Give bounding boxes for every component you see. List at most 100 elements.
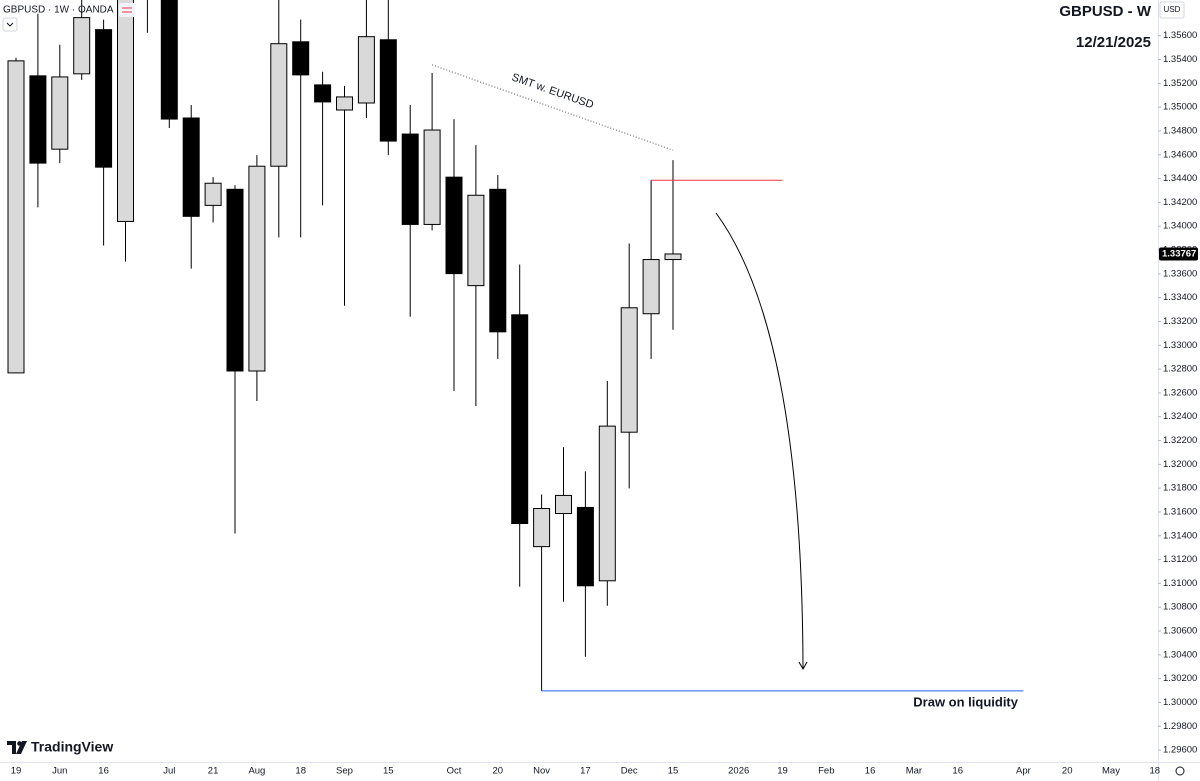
header-icons (2, 3, 135, 32)
candle-body (555, 494, 572, 515)
y-tick-label: 1.30000 (1163, 697, 1197, 708)
y-tick-label: 1.33600 (1163, 268, 1197, 279)
y-tick-label: 1.31000 (1163, 578, 1197, 589)
smt-line (431, 64, 674, 151)
settings-icon[interactable] (1175, 766, 1185, 776)
x-tick-label: 16 (98, 766, 109, 777)
x-tick-label: 18 (1150, 766, 1161, 777)
candle-body (642, 259, 660, 315)
candle-body (467, 194, 485, 287)
x-tick-label: 15 (383, 766, 394, 777)
candle-body (270, 43, 288, 167)
candle-body (336, 96, 353, 111)
y-tick-label: 1.34800 (1163, 125, 1197, 136)
x-tick-label: May (1102, 766, 1120, 777)
currency-box[interactable] (1159, 1, 1185, 19)
x-tick-label: 18 (295, 766, 306, 777)
chart-subtitle: 12/21/2025 (1076, 34, 1151, 51)
x-tick-label: 21 (208, 766, 219, 777)
x-tick-label: 2026 (728, 766, 749, 777)
y-tick-label: 1.32800 (1163, 364, 1197, 375)
candle-body (292, 41, 310, 76)
x-tick-label: 20 (1062, 766, 1073, 777)
x-tick-label: 19 (777, 766, 788, 777)
price-label-box (1159, 247, 1198, 261)
x-tick-label: 16 (952, 766, 963, 777)
projection-arrowhead (798, 661, 808, 671)
y-tick-label: 1.31600 (1163, 506, 1197, 517)
x-tick-label: Jul (163, 766, 175, 777)
y-tick-label: 1.32000 (1163, 459, 1197, 470)
x-tick-label: 17 (580, 766, 591, 777)
x-tick-label: Sep (336, 766, 353, 777)
brand: TradingView (31, 739, 113, 755)
candle-body (29, 75, 47, 164)
y-tick-label: 1.31800 (1163, 483, 1197, 494)
candle-body (226, 188, 244, 372)
candle-body (664, 253, 682, 261)
candle-body (248, 165, 266, 372)
x-tick-label: Dec (621, 766, 638, 777)
liquidity-annotation: Draw on liquidity (913, 694, 1018, 709)
y-tick-label: 1.30600 (1163, 626, 1197, 637)
y-tick-label: 1.34600 (1163, 149, 1197, 160)
y-tick-label: 1.34200 (1163, 197, 1197, 208)
candle-body (533, 508, 551, 548)
x-tick-label: 15 (668, 766, 679, 777)
candle-body (160, 0, 178, 120)
y-tick-label: 1.35600 (1163, 30, 1197, 41)
y-tick-label: 1.32600 (1163, 387, 1197, 398)
candle-body (117, 0, 134, 222)
y-tick-label: 1.33400 (1163, 292, 1197, 303)
candle-body (95, 29, 113, 168)
y-tick-label: 1.34400 (1163, 173, 1197, 184)
candle-body (511, 314, 529, 525)
y-tick-label: 1.34000 (1163, 221, 1197, 232)
candle-body (204, 182, 222, 206)
brand-logo (7, 741, 27, 754)
y-tick-label: 1.33200 (1163, 316, 1197, 327)
plot-area (7, 0, 1024, 692)
y-tick-label: 1.31200 (1163, 554, 1197, 565)
x-tick-label: Aug (248, 766, 265, 777)
y-tick-label: 1.30200 (1163, 673, 1197, 684)
y-tick-label: 1.35000 (1163, 102, 1197, 113)
candle-body (379, 39, 397, 142)
candle-body (7, 60, 25, 374)
candle-body (182, 117, 200, 217)
y-tick-label: 1.31400 (1163, 530, 1197, 541)
candle-body (620, 307, 638, 433)
x-tick-label: Mar (906, 766, 922, 777)
y-tick-label: 1.29600 (1163, 745, 1197, 756)
x-tick-label: Jun (52, 766, 67, 777)
candle-body (489, 188, 507, 333)
y-tick-label: 1.32400 (1163, 411, 1197, 422)
y-tick-label: 1.30800 (1163, 602, 1197, 613)
projection-arrow (715, 212, 804, 669)
candle-body (445, 176, 463, 275)
symbol-header: GBPUSD · 1W · OANDA (3, 5, 114, 16)
y-tick-label: 1.35400 (1163, 54, 1197, 65)
x-tick-label: Oct (447, 766, 462, 777)
x-tick-label: Nov (533, 766, 550, 777)
x-tick-label: 20 (493, 766, 504, 777)
candle-body (51, 76, 69, 150)
x-tick-label: 16 (865, 766, 876, 777)
y-tick-label: 1.32200 (1163, 435, 1197, 446)
y-tick-label: 1.33000 (1163, 340, 1197, 351)
candle-body (423, 129, 441, 225)
y-tick-label: 1.30400 (1163, 649, 1197, 660)
candle-body (73, 17, 91, 75)
y-tick-label: 1.35200 (1163, 78, 1197, 89)
candle-body (598, 425, 616, 582)
candle-body (314, 84, 332, 103)
candle-body (576, 506, 594, 587)
chart-title: GBPUSD - W (1059, 3, 1152, 20)
x-tick-label: 19 (11, 766, 22, 777)
currency: USD (1164, 5, 1181, 14)
x-tick-label: Feb (818, 766, 834, 777)
candle-body (401, 133, 419, 225)
y-tick-label: 1.29800 (1163, 721, 1197, 732)
